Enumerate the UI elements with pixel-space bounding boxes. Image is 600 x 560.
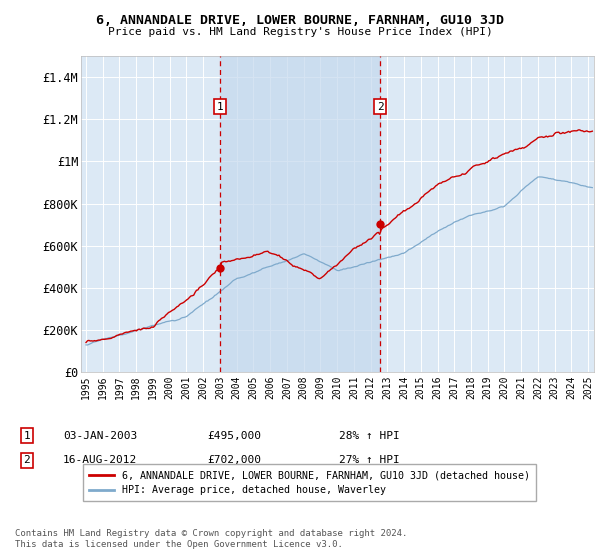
Text: 28% ↑ HPI: 28% ↑ HPI [339, 431, 400, 441]
Text: 2: 2 [23, 455, 31, 465]
Legend: 6, ANNANDALE DRIVE, LOWER BOURNE, FARNHAM, GU10 3JD (detached house), HPI: Avera: 6, ANNANDALE DRIVE, LOWER BOURNE, FARNHA… [83, 464, 536, 501]
Bar [220, 56, 380, 372]
Text: 27% ↑ HPI: 27% ↑ HPI [339, 455, 400, 465]
Text: £495,000: £495,000 [207, 431, 261, 441]
Text: 1: 1 [23, 431, 31, 441]
Text: 16-AUG-2012: 16-AUG-2012 [63, 455, 137, 465]
Text: Price paid vs. HM Land Registry's House Price Index (HPI): Price paid vs. HM Land Registry's House … [107, 27, 493, 37]
Text: 03-JAN-2003: 03-JAN-2003 [63, 431, 137, 441]
Text: 2: 2 [377, 101, 383, 111]
Text: 1: 1 [217, 101, 223, 111]
Text: 6, ANNANDALE DRIVE, LOWER BOURNE, FARNHAM, GU10 3JD: 6, ANNANDALE DRIVE, LOWER BOURNE, FARNHA… [96, 14, 504, 27]
Text: £702,000: £702,000 [207, 455, 261, 465]
Text: Contains HM Land Registry data © Crown copyright and database right 2024.
This d: Contains HM Land Registry data © Crown c… [15, 529, 407, 549]
